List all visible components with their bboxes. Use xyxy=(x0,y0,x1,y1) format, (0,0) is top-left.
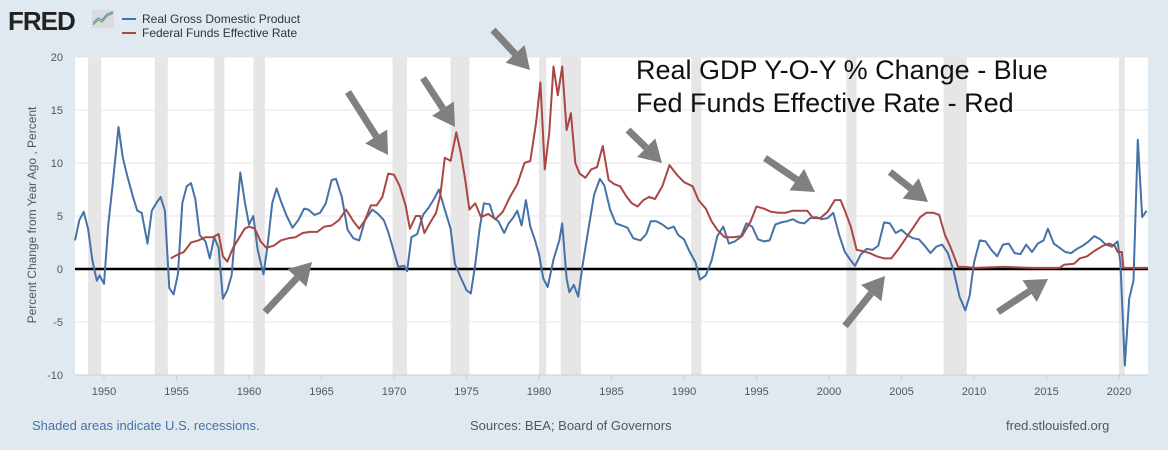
x-tick-label: 1980 xyxy=(527,386,551,398)
x-tick-label: 1970 xyxy=(382,386,406,398)
legend-item-fedfunds: Federal Funds Effective Rate xyxy=(122,26,300,40)
y-tick-label: 0 xyxy=(57,264,63,276)
fred-url-link[interactable]: fred.stlouisfed.org xyxy=(1006,418,1110,433)
chart-logo-icon xyxy=(92,10,114,28)
gdp-series-line xyxy=(74,126,1148,367)
annotation-arrow-icon xyxy=(625,127,662,163)
fred-logo: FRED xyxy=(8,6,76,36)
arrow-head xyxy=(637,138,662,163)
annotation-line-2: Fed Funds Effective Rate - Red xyxy=(636,88,1014,118)
annotation-arrow-icon xyxy=(262,262,312,315)
recession-note: Shaded areas indicate U.S. recessions. xyxy=(32,418,260,433)
arrow-head xyxy=(861,276,885,302)
arrow-head xyxy=(1022,279,1048,302)
annotation-text: Real GDP Y-O-Y % Change - Blue Fed Funds… xyxy=(636,54,1048,120)
arrow-head xyxy=(287,262,312,287)
arrow-shaft xyxy=(842,290,874,329)
fedfunds-series-line xyxy=(170,65,1148,269)
y-tick-label: 15 xyxy=(51,105,63,117)
y-tick-label: -10 xyxy=(47,370,63,382)
x-tick-label: 2000 xyxy=(817,386,841,398)
legend-swatch-blue xyxy=(122,18,136,20)
arrow-shaft xyxy=(996,288,1032,315)
y-tick-label: 20 xyxy=(51,52,63,64)
x-tick-label: 2010 xyxy=(962,386,986,398)
arrow-shaft xyxy=(420,76,446,111)
annotation-arrow-icon xyxy=(842,276,885,329)
x-tick-label: 2020 xyxy=(1107,386,1131,398)
annotation-arrow-icon xyxy=(763,155,815,192)
legend-label: Federal Funds Effective Rate xyxy=(142,26,298,40)
x-tick-label: 1985 xyxy=(599,386,623,398)
annotation-arrow-icon xyxy=(996,279,1048,315)
arrow-head xyxy=(365,129,388,155)
y-tick-label: 5 xyxy=(57,211,63,223)
arrow-head xyxy=(789,168,815,192)
x-tick-label: 2005 xyxy=(889,386,913,398)
arrow-shaft xyxy=(625,127,649,151)
y-tick-label: -5 xyxy=(53,317,63,329)
y-tick-label: 10 xyxy=(51,158,63,170)
x-tick-label: 1950 xyxy=(92,386,116,398)
annotation-arrow-icon xyxy=(420,76,455,127)
sources-note: Sources: BEA; Board of Governors xyxy=(470,418,672,433)
arrow-head xyxy=(505,45,530,70)
x-tick-label: 1960 xyxy=(237,386,261,398)
legend-label: Real Gross Domestic Product xyxy=(142,12,301,26)
annotation-arrow-icon xyxy=(345,90,388,155)
arrow-shaft xyxy=(887,169,913,192)
arrow-shaft xyxy=(490,27,518,57)
annotation-arrow-icon xyxy=(490,27,530,70)
arrow-shaft xyxy=(262,275,300,315)
x-tick-label: 1995 xyxy=(744,386,768,398)
arrow-shaft xyxy=(345,90,380,139)
x-tick-label: 1990 xyxy=(672,386,696,398)
x-tick-label: 1955 xyxy=(164,386,188,398)
legend: Real Gross Domestic Product Federal Fund… xyxy=(122,12,300,40)
annotation-line-1: Real GDP Y-O-Y % Change - Blue xyxy=(636,55,1048,85)
x-tick-label: 1965 xyxy=(309,386,333,398)
arrow-head xyxy=(432,101,455,127)
x-tick-label: 2015 xyxy=(1034,386,1058,398)
arrow-head xyxy=(902,178,928,202)
annotation-arrow-icon xyxy=(887,169,928,202)
x-tick-label: 1975 xyxy=(454,386,478,398)
legend-item-gdp: Real Gross Domestic Product xyxy=(122,12,300,26)
arrow-shaft xyxy=(763,155,799,183)
legend-swatch-red xyxy=(122,32,136,34)
